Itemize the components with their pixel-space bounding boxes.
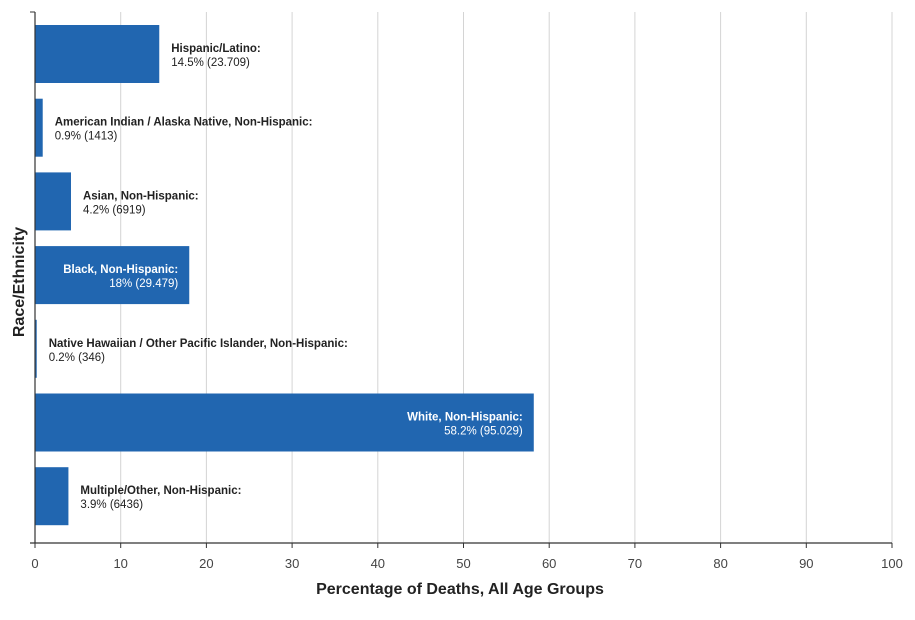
x-tick-label: 60 [542,556,556,571]
bar-value-label: 4.2% (6919) [83,204,146,216]
bar [35,98,43,157]
gridlines [120,12,893,543]
x-axis-title: Percentage of Deaths, All Age Groups [316,581,604,598]
bar-value-label: 0.9% (1413) [55,131,118,143]
bar [35,393,534,452]
bar-category-label: Hispanic/Latino: [171,43,260,55]
bars [35,25,534,526]
bar [35,246,190,305]
x-tick-label: 10 [113,556,127,571]
bar [35,25,160,83]
bar [35,467,69,526]
x-tick-label: 80 [713,556,727,571]
bar-category-label: American Indian / Alaska Native, Non-His… [55,117,313,129]
bar-category-label: Black, Non-Hispanic: [63,264,178,276]
bar-value-label: 0.2% (346) [49,352,105,364]
x-tick-label: 0 [31,556,38,571]
bar-value-label: 14.5% (23.709) [171,57,250,69]
axes: 0 10 20 30 40 50 60 70 80 90 100 [30,11,903,571]
bar-category-label: White, Non-Hispanic: [407,412,523,424]
x-tick-label: 20 [199,556,213,571]
bar-category-label: Multiple/Other, Non-Hispanic: [80,485,241,497]
y-axis-title: Race/Ethnicity [11,227,28,337]
bar-labels: Hispanic/Latino: 14.5% (23.709) American I… [49,43,523,511]
x-tick-label: 70 [628,556,642,571]
bar-category-label: Native Hawaiian / Other Pacific Islander… [49,338,348,350]
x-tick-label: 90 [799,556,813,571]
bar [35,172,71,231]
x-tick-label: 50 [456,556,470,571]
x-tick-label: 40 [371,556,385,571]
bar-category-label: Asian, Non-Hispanic: [83,190,199,202]
bar [35,319,37,378]
bar-value-label: 58.2% (95.029) [444,426,523,438]
x-tick-label: 30 [285,556,299,571]
x-tick-label: 100 [881,556,903,571]
bar-value-label: 3.9% (6436) [80,499,143,511]
bar-value-label: 18% (29.479) [109,278,178,290]
